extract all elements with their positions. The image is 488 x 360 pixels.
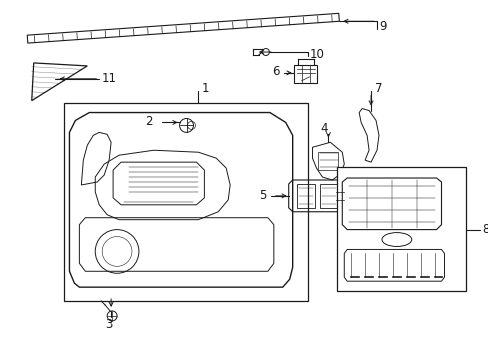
Text: 4: 4 [320, 122, 327, 135]
Text: 9: 9 [378, 20, 386, 33]
Text: 7: 7 [374, 82, 382, 95]
Text: 5: 5 [259, 189, 266, 202]
Bar [318, 152, 338, 170]
Text: 3: 3 [105, 318, 113, 331]
Text: 6: 6 [271, 66, 279, 78]
Bar [320, 184, 338, 208]
Text: 8: 8 [481, 223, 488, 236]
Text: 1: 1 [201, 82, 208, 95]
Bar [64, 103, 307, 301]
Text: 10: 10 [309, 49, 324, 62]
Bar [337, 167, 466, 291]
Text: 2: 2 [144, 115, 152, 128]
Text: 11: 11 [101, 72, 116, 85]
Bar [296, 184, 314, 208]
Bar [293, 65, 317, 83]
